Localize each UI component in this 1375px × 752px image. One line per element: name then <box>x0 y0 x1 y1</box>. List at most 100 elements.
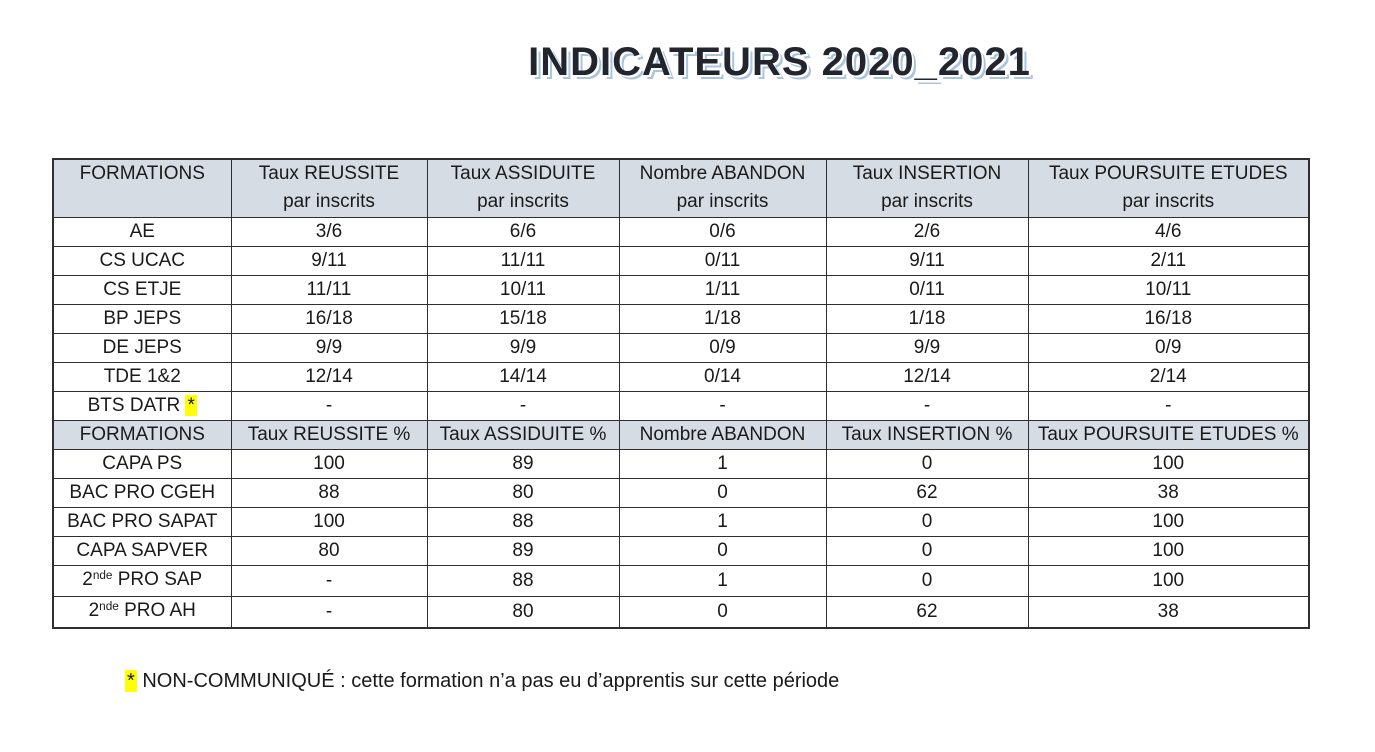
footnote: * NON-COMMUNIQUÉ : cette formation n’a p… <box>125 670 839 693</box>
formation-cell: AE <box>52 216 232 247</box>
indicators-table: FORMATIONS Taux REUSSITE par inscrits Taux… <box>52 158 1310 629</box>
header-row: FORMATIONS Taux REUSSITE par inscrits Taux… <box>52 158 1310 218</box>
column-header: Taux ASSIDUITE par inscrits <box>426 158 620 218</box>
value-cell: 100 <box>230 448 428 479</box>
value-cell: 12/14 <box>230 361 428 392</box>
value-cell: 2/6 <box>825 216 1029 247</box>
column-header: Taux INSERTION % <box>825 419 1029 450</box>
column-header: Taux REUSSITE % <box>230 419 428 450</box>
column-header: FORMATIONS <box>52 419 232 450</box>
value-cell: 100 <box>1027 448 1310 479</box>
value-cell: 16/18 <box>230 303 428 334</box>
value-cell: 10/11 <box>426 274 620 305</box>
value-cell: 38 <box>1027 595 1310 628</box>
value-cell: 10/11 <box>1027 274 1310 305</box>
value-cell: 11/11 <box>230 274 428 305</box>
value-cell: 0 <box>618 477 827 508</box>
value-cell: 9/9 <box>426 332 620 363</box>
column-header: Taux POURSUITE ETUDES par inscrits <box>1027 158 1310 218</box>
value-cell: 62 <box>825 595 1029 628</box>
value-cell: 16/18 <box>1027 303 1310 334</box>
table-row: BAC PRO CGEH 88 80 0 62 38 <box>52 477 1310 508</box>
value-cell: 80 <box>426 595 620 628</box>
value-cell: 1 <box>618 448 827 479</box>
value-cell: - <box>230 390 428 421</box>
value-cell: 0 <box>825 535 1029 566</box>
formation-cell: BP JEPS <box>52 303 232 334</box>
table-row: BAC PRO SAPAT 100 88 1 0 100 <box>52 506 1310 537</box>
table-row: CAPA SAPVER 80 89 0 0 100 <box>52 535 1310 566</box>
table-row: DE JEPS 9/9 9/9 0/9 9/9 0/9 <box>52 332 1310 363</box>
value-cell: 2/14 <box>1027 361 1310 392</box>
formation-cell: TDE 1&2 <box>52 361 232 392</box>
value-cell: - <box>825 390 1029 421</box>
value-cell: 11/11 <box>426 245 620 276</box>
formation-cell: CAPA PS <box>52 448 232 479</box>
formation-cell: 2nde PRO AH <box>52 595 232 628</box>
formation-cell: BAC PRO CGEH <box>52 477 232 508</box>
table-row: AE 3/6 6/6 0/6 2/6 4/6 <box>52 216 1310 247</box>
formation-cell: BAC PRO SAPAT <box>52 506 232 537</box>
value-cell: 100 <box>230 506 428 537</box>
value-cell: 88 <box>426 506 620 537</box>
value-cell: - <box>230 595 428 628</box>
value-cell: 1/18 <box>825 303 1029 334</box>
column-header: Taux INSERTION par inscrits <box>825 158 1029 218</box>
value-cell: 9/9 <box>230 332 428 363</box>
value-cell: 0/14 <box>618 361 827 392</box>
value-cell: 88 <box>426 564 620 597</box>
value-cell: 0/6 <box>618 216 827 247</box>
value-cell: - <box>230 564 428 597</box>
value-cell: - <box>426 390 620 421</box>
value-cell: 38 <box>1027 477 1310 508</box>
value-cell: 0 <box>825 448 1029 479</box>
value-cell: 0/9 <box>1027 332 1310 363</box>
formation-cell: BTS DATR * <box>52 390 232 421</box>
value-cell: 3/6 <box>230 216 428 247</box>
value-cell: 12/14 <box>825 361 1029 392</box>
column-header: Taux POURSUITE ETUDES % <box>1027 419 1310 450</box>
table-row: CAPA PS 100 89 1 0 100 <box>52 448 1310 479</box>
value-cell: 0 <box>825 564 1029 597</box>
value-cell: 62 <box>825 477 1029 508</box>
formation-cell: CS ETJE <box>52 274 232 305</box>
value-cell: 89 <box>426 535 620 566</box>
footnote-text: NON-COMMUNIQUÉ : cette formation n’a pas… <box>142 670 840 692</box>
table-row: BP JEPS 16/18 15/18 1/18 1/18 16/18 <box>52 303 1310 334</box>
value-cell: 100 <box>1027 564 1310 597</box>
value-cell: 6/6 <box>426 216 620 247</box>
non-communique-marker: * <box>185 394 197 416</box>
value-cell: 88 <box>230 477 428 508</box>
value-cell: 80 <box>230 535 428 566</box>
value-cell: - <box>618 390 827 421</box>
table-row: 2nde PRO AH -80 0 62 38 <box>52 595 1310 628</box>
value-cell: 80 <box>426 477 620 508</box>
column-header: Taux REUSSITE par inscrits <box>230 158 428 218</box>
value-cell: 1 <box>618 506 827 537</box>
page-title: INDICATEURS 2020_2021 <box>528 40 1031 84</box>
value-cell: 0 <box>825 506 1029 537</box>
table-row: CS UCAC 9/11 11/11 0/11 9/11 2/11 <box>52 245 1310 276</box>
value-cell: - <box>1027 390 1310 421</box>
value-cell: 2/11 <box>1027 245 1310 276</box>
value-cell: 0/11 <box>825 274 1029 305</box>
value-cell: 1/11 <box>618 274 827 305</box>
table-row: TDE 1&2 12/14 14/14 0/14 12/14 2/14 <box>52 361 1310 392</box>
value-cell: 1 <box>618 564 827 597</box>
value-cell: 0/11 <box>618 245 827 276</box>
value-cell: 89 <box>426 448 620 479</box>
column-header: Nombre ABANDON par inscrits <box>618 158 827 218</box>
value-cell: 4/6 <box>1027 216 1310 247</box>
formation-cell: CAPA SAPVER <box>52 535 232 566</box>
value-cell: 0 <box>618 595 827 628</box>
value-cell: 0/9 <box>618 332 827 363</box>
column-header: FORMATIONS <box>52 158 232 218</box>
table-row: CS ETJE 11/11 10/11 1/11 0/11 10/11 <box>52 274 1310 305</box>
value-cell: 15/18 <box>426 303 620 334</box>
table-row: 2nde PRO SAP -88 1 0 100 <box>52 564 1310 597</box>
table-row: BTS DATR * - - - - - <box>52 390 1310 421</box>
value-cell: 100 <box>1027 535 1310 566</box>
value-cell: 9/11 <box>825 245 1029 276</box>
footnote-asterisk: * <box>125 670 137 692</box>
